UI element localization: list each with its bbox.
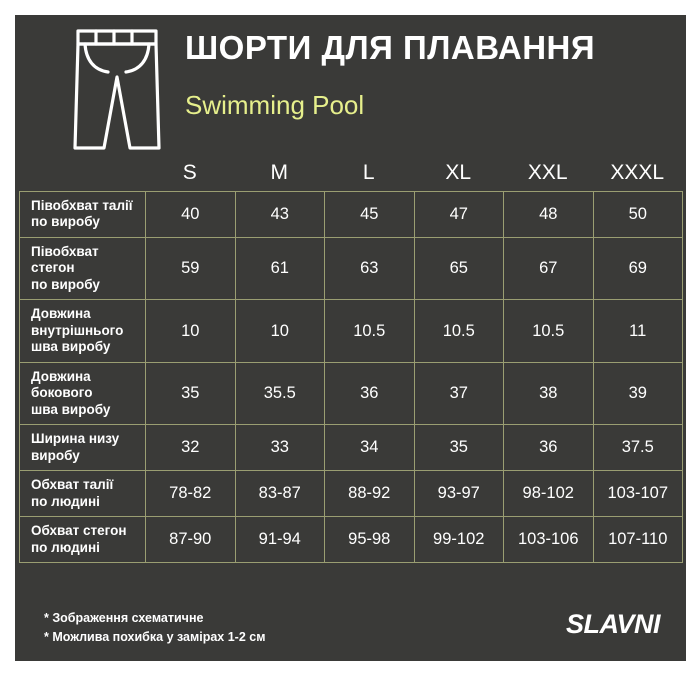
page-title: ШОРТИ ДЛЯ ПЛАВАННЯ [185,29,596,66]
pants-icon [62,22,172,162]
cell-value: 107-110 [592,516,683,563]
cell-value: 69 [592,236,683,301]
cell-value: 95-98 [324,516,415,563]
footnote-tolerance: * Можлива похибка у замірах 1-2 см [44,630,266,645]
measurements-table: Півобхват талії по виробу 40 43 45 47 48… [19,191,683,563]
table-row: Ширина низу виробу 32 33 34 35 36 37.5 [19,424,683,472]
size-column-xxxl: XXXL [610,160,665,184]
cell-value: 83-87 [234,470,325,518]
cell-value: 98-102 [503,470,594,518]
cell-value: 45 [324,191,415,238]
row-label-line: бокового [31,385,93,401]
cell-value: 61 [234,236,325,301]
row-label-line: по людині [31,539,100,555]
cell-value: 39 [592,361,683,426]
row-label-hip-half-garment: Півобхват стегон по виробу [19,236,146,301]
cell-value: 93-97 [413,470,504,518]
table-row: Довжина бокового шва виробу 35 35.5 36 3… [19,361,683,426]
row-label-side-seam-length: Довжина бокового шва виробу [19,361,146,426]
cell-value: 67 [503,236,594,301]
row-label-line: по виробу [31,276,100,292]
cell-value: 78-82 [145,470,236,518]
page-subtitle: Swimming Pool [185,90,365,120]
row-label-line: по виробу [31,214,100,230]
row-label-hip-body: Обхват стегон по людині [19,516,146,563]
cell-value: 34 [324,424,415,472]
cell-value: 36 [324,361,415,426]
cell-value: 103-106 [503,516,594,563]
row-label-line: Обхват стегон [31,523,127,539]
row-label-line: Півобхват стегон [31,243,99,276]
row-label-line: Ширина низу [31,431,120,447]
row-label-line: виробу [31,447,80,463]
cell-value: 10 [234,299,325,363]
table-row: Обхват талії по людині 78-82 83-87 88-92… [19,470,683,518]
size-column-xxl: XXL [527,160,568,184]
cell-value: 43 [234,191,325,238]
cell-value: 88-92 [324,470,415,518]
header-text-block: ШОРТИ ДЛЯ ПЛАВАННЯ Swimming Pool [185,15,686,118]
cell-value: 11 [592,299,683,363]
row-label-hem-width: Ширина низу виробу [19,424,146,472]
cell-value: 38 [503,361,594,426]
cell-value: 103-107 [592,470,683,518]
row-label-inseam-length: Довжина внутрішнього шва виробу [19,299,146,363]
cell-value: 10.5 [503,299,594,363]
cell-value: 35 [413,424,504,472]
cell-value: 35 [145,361,236,426]
footnotes: * Зображення схематичне * Можлива похибк… [44,609,265,648]
row-label-waist-body: Обхват талії по людині [19,470,146,518]
cell-value: 35.5 [234,361,325,426]
brand-logo: SLAVNI [565,609,661,639]
table-row: Півобхват талії по виробу 40 43 45 47 48… [19,191,683,238]
size-column-l: L [362,160,375,184]
cell-value: 10 [145,299,236,363]
row-label-line: шва виробу [31,339,111,355]
row-label-line: Обхват талії [31,477,114,493]
row-label-line: Довжина [31,368,91,384]
table-row: Довжина внутрішнього шва виробу 10 10 10… [19,299,683,363]
row-label-line: внутрішнього [31,322,124,338]
cell-value: 47 [413,191,504,238]
size-column-s: S [182,160,197,184]
cell-value: 36 [503,424,594,472]
cell-value: 48 [503,191,594,238]
cell-value: 10.5 [324,299,415,363]
row-label-line: Півобхват талії [31,198,133,213]
cell-value: 10.5 [413,299,504,363]
chart-footer: * Зображення схематичне * Можлива похибк… [15,601,686,661]
row-label-line: шва виробу [31,401,111,417]
row-label-line: по людині [31,493,100,509]
table-row: Півобхват стегон по виробу 59 61 63 65 6… [19,236,683,301]
cell-value: 99-102 [413,516,504,563]
cell-value: 37.5 [592,424,683,472]
cell-value: 32 [145,424,236,472]
cell-value: 33 [234,424,325,472]
size-column-m: M [270,160,289,184]
cell-value: 59 [145,236,236,301]
cell-value: 65 [413,236,504,301]
size-header-row: S M L XL XXL XXXL [19,155,682,190]
row-label-line: Довжина [31,306,91,322]
cell-value: 63 [324,236,415,301]
cell-value: 91-94 [234,516,325,563]
cell-value: 50 [592,191,683,238]
row-label-waist-half-garment: Півобхват талії по виробу [19,191,146,238]
footnote-schematic: * Зображення схематичне [44,611,204,625]
chart-header: ШОРТИ ДЛЯ ПЛАВАННЯ Swimming Pool [15,15,686,155]
size-chart-panel: ШОРТИ ДЛЯ ПЛАВАННЯ Swimming Pool S M L X… [15,15,686,661]
table-row: Обхват стегон по людині 87-90 91-94 95-9… [19,516,683,563]
cell-value: 37 [413,361,504,426]
size-column-xl: XL [445,160,472,184]
cell-value: 87-90 [145,516,236,563]
cell-value: 40 [145,191,236,238]
